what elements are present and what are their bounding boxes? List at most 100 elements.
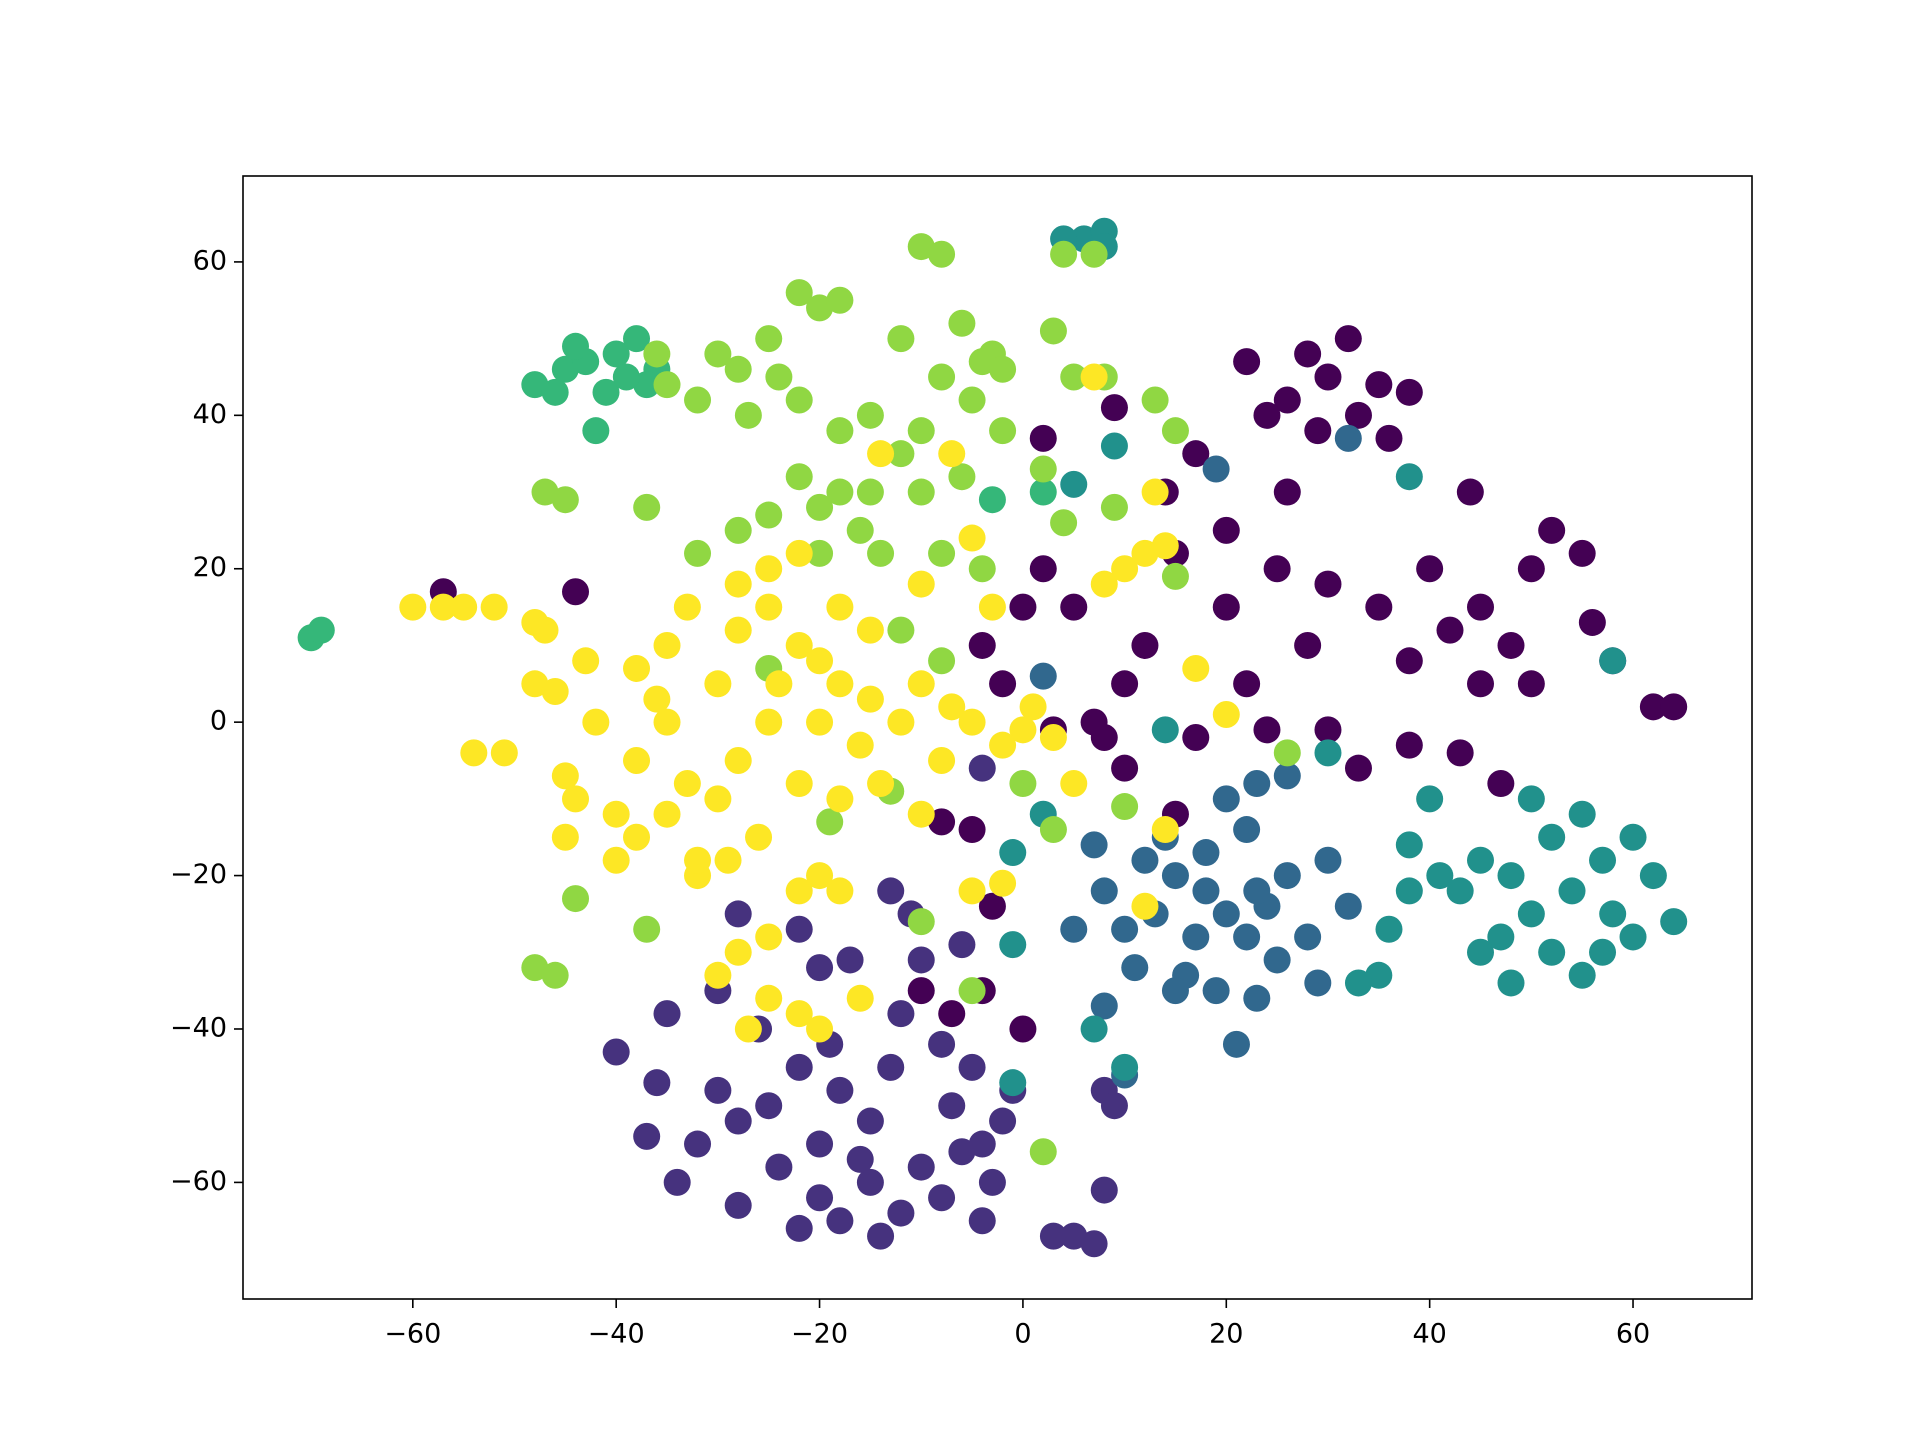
scatter-point bbox=[663, 1168, 691, 1196]
scatter-point bbox=[785, 1214, 813, 1242]
scatter-point bbox=[1060, 593, 1088, 621]
scatter-point bbox=[785, 1000, 813, 1028]
axes-frame bbox=[242, 175, 1753, 1300]
scatter-point bbox=[928, 808, 956, 836]
scatter-point bbox=[968, 631, 996, 659]
scatter-point bbox=[1344, 401, 1372, 429]
scatter-point bbox=[755, 708, 783, 736]
scatter-point bbox=[968, 754, 996, 782]
scatter-point bbox=[1395, 877, 1423, 905]
scatter-point bbox=[1202, 455, 1230, 483]
scatter-point bbox=[1263, 946, 1291, 974]
scatter-point bbox=[734, 1015, 762, 1043]
scatter-point bbox=[1619, 823, 1647, 851]
scatter-point bbox=[1212, 785, 1240, 813]
scatter-point bbox=[958, 816, 986, 844]
scatter-point bbox=[653, 708, 681, 736]
scatter-point bbox=[1212, 700, 1240, 728]
scatter-point bbox=[1467, 846, 1495, 874]
scatter-point bbox=[1395, 463, 1423, 491]
scatter-point bbox=[785, 631, 813, 659]
scatter-point bbox=[1029, 555, 1057, 583]
scatter-point bbox=[785, 279, 813, 307]
scatter-point bbox=[1090, 877, 1118, 905]
scatter-point bbox=[1100, 1092, 1128, 1120]
scatter-point bbox=[1060, 1222, 1088, 1250]
scatter-point bbox=[1080, 708, 1108, 736]
scatter-point bbox=[1517, 900, 1545, 928]
scatter-point bbox=[907, 977, 935, 1005]
scatter-point bbox=[1538, 938, 1566, 966]
scatter-point bbox=[1568, 800, 1596, 828]
scatter-point bbox=[1151, 816, 1179, 844]
scatter-point bbox=[521, 371, 549, 399]
scatter-point bbox=[1294, 631, 1322, 659]
scatter-point bbox=[531, 478, 559, 506]
scatter-point bbox=[724, 1191, 752, 1219]
scatter-point bbox=[633, 493, 661, 521]
scatter-point bbox=[978, 892, 1006, 920]
scatter-point bbox=[1314, 846, 1342, 874]
scatter-point bbox=[867, 770, 895, 798]
scatter-point bbox=[1497, 969, 1525, 997]
scatter-point bbox=[1375, 915, 1403, 943]
scatter-point bbox=[1090, 1176, 1118, 1204]
scatter-point bbox=[1467, 938, 1495, 966]
scatter-point bbox=[643, 1069, 671, 1097]
scatter-point bbox=[1558, 877, 1586, 905]
scatter-point bbox=[1111, 754, 1139, 782]
scatter-point bbox=[907, 570, 935, 598]
scatter-point bbox=[1182, 440, 1210, 468]
scatter-point bbox=[1060, 363, 1088, 391]
scatter-point bbox=[562, 885, 590, 913]
scatter-point bbox=[1334, 424, 1362, 452]
scatter-point bbox=[1578, 608, 1606, 636]
scatter-point bbox=[1273, 862, 1301, 890]
scatter-point bbox=[1243, 877, 1271, 905]
scatter-point bbox=[1080, 363, 1108, 391]
scatter-point bbox=[1599, 900, 1627, 928]
scatter-point bbox=[1294, 340, 1322, 368]
scatter-point bbox=[1161, 417, 1189, 445]
scatter-point bbox=[1538, 516, 1566, 544]
scatter-point bbox=[1517, 670, 1545, 698]
scatter-point bbox=[1009, 716, 1037, 744]
scatter-point bbox=[1517, 555, 1545, 583]
scatter-point bbox=[704, 340, 732, 368]
scatter-point bbox=[1080, 240, 1108, 268]
scatter-point bbox=[755, 923, 783, 951]
scatter-point bbox=[602, 340, 630, 368]
scatter-point bbox=[877, 1053, 905, 1081]
scatter-point bbox=[541, 378, 569, 406]
scatter-point bbox=[856, 616, 884, 644]
scatter-point bbox=[806, 539, 834, 567]
scatter-point bbox=[806, 493, 834, 521]
scatter-point bbox=[968, 348, 996, 376]
scatter-point bbox=[521, 954, 549, 982]
scatter-point bbox=[826, 478, 854, 506]
scatter-point bbox=[826, 593, 854, 621]
scatter-point bbox=[1365, 593, 1393, 621]
scatter-point bbox=[765, 670, 793, 698]
scatter-point bbox=[938, 440, 966, 468]
scatter-point bbox=[1639, 862, 1667, 890]
scatter-point bbox=[1029, 662, 1057, 690]
scatter-point bbox=[633, 1122, 661, 1150]
scatter-point bbox=[826, 417, 854, 445]
scatter-point bbox=[531, 616, 559, 644]
x-tick-label: −60 bbox=[384, 1319, 441, 1350]
scatter-point bbox=[1141, 386, 1169, 414]
scatter-point bbox=[1161, 977, 1189, 1005]
scatter-point bbox=[633, 371, 661, 399]
scatter-point bbox=[856, 1107, 884, 1135]
scatter-point bbox=[755, 1092, 783, 1120]
scatter-point bbox=[653, 371, 681, 399]
scatter-point bbox=[846, 516, 874, 544]
scatter-point bbox=[1538, 823, 1566, 851]
scatter-point bbox=[1375, 424, 1403, 452]
scatter-point bbox=[765, 1153, 793, 1181]
scatter-point bbox=[1202, 977, 1230, 1005]
scatter-point bbox=[724, 938, 752, 966]
scatter-point bbox=[1111, 915, 1139, 943]
scatter-point bbox=[826, 1207, 854, 1235]
